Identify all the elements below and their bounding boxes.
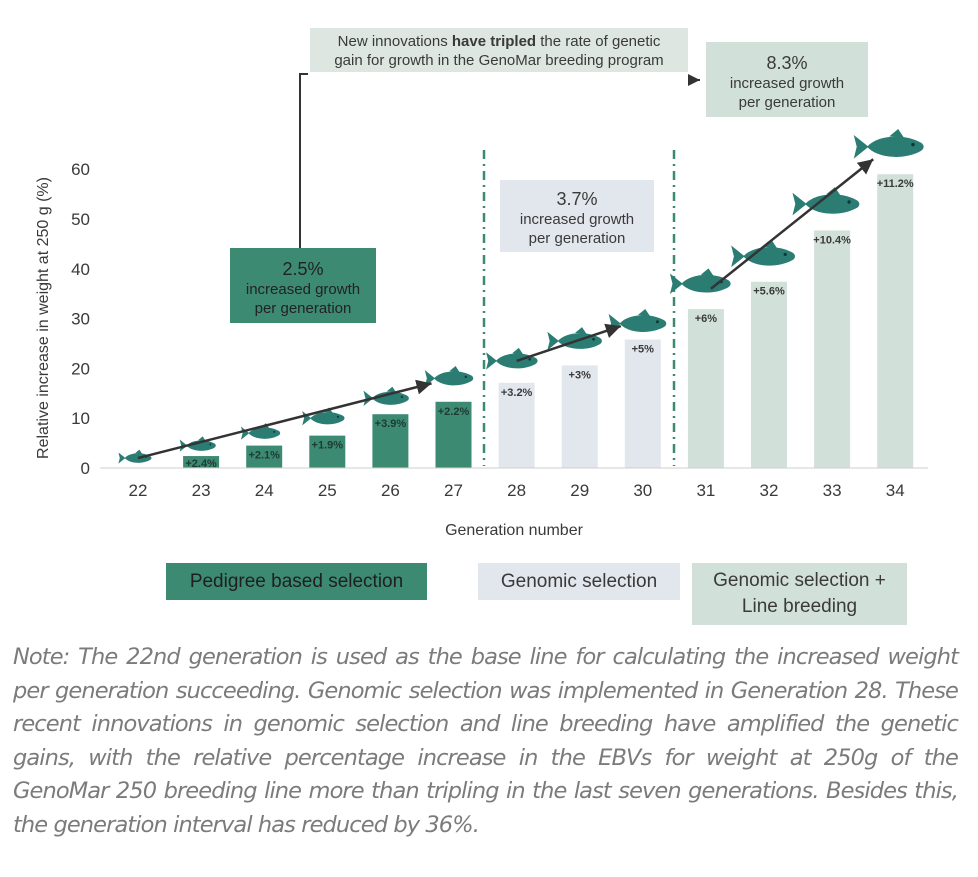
bar [751,281,787,468]
x-tick-label: 34 [886,481,905,500]
legend-pedigree: Pedigree based selection [166,563,427,600]
x-tick-label: 33 [823,481,842,500]
line-breeding-growth-line1: increased growth [729,75,845,92]
fish-icon [608,308,667,334]
x-tick-label: 25 [318,481,337,500]
data-label: +3.2% [501,387,533,399]
bar [687,309,724,468]
pedigree-growth-box: 2.5% increased growth per generation [230,248,376,323]
genomic-growth-box: 3.7% increased growth per generation [500,180,654,252]
fish-icon [853,129,924,159]
data-label: +2.2% [438,406,470,418]
fish-icon [792,187,860,216]
pedigree-growth-value: 2.5% [282,259,324,279]
bar [561,365,598,468]
x-tick-label: 23 [192,481,211,500]
x-tick-label: 24 [255,481,274,500]
trend-arrow [137,379,432,460]
genomic-growth-line1: increased growth [519,211,635,228]
bar [246,445,283,468]
x-tick-label: 31 [696,481,715,500]
line-breeding-growth-line2: per generation [738,94,836,111]
data-label: +1.9% [312,440,344,452]
data-label: +3.9% [375,418,407,430]
x-axis-label: Generation number [445,522,584,539]
trend-arrow [516,323,622,363]
data-label: +6% [695,313,718,325]
legend-line-breeding: Genomic selection + Line breeding [692,563,907,625]
top-annotation: New innovations have tripled the rate of… [310,28,688,72]
x-tick-label: 32 [760,481,779,500]
bar [372,414,409,468]
x-tick-label: 30 [633,481,652,500]
y-tick-label: 0 [81,459,90,478]
y-tick-label: 20 [71,359,90,378]
fish-icon [424,366,474,387]
y-tick-label: 30 [71,310,90,329]
pedigree-growth-line2: per generation [254,300,352,317]
fish-icon [486,347,538,370]
bar [309,435,346,468]
annotation-connector [299,73,308,248]
bar [877,174,914,468]
x-tick-label: 26 [381,481,400,500]
genomic-growth-line2: per generation [528,230,626,247]
data-label: +5.6% [753,286,785,298]
data-label: +3% [569,369,592,381]
fish-icon [731,240,795,268]
data-label: +10.4% [813,234,851,246]
y-tick-label: 60 [71,160,90,179]
x-tick-label: 29 [570,481,589,500]
trend-arrow [710,158,874,290]
y-tick-label: 40 [71,260,90,279]
x-tick-label: 27 [444,481,463,500]
bar [183,456,220,468]
data-label: +5% [632,344,655,356]
bar [624,339,661,468]
bar [498,382,535,468]
x-tick-label: 22 [129,481,148,500]
data-label: +2.1% [248,450,280,462]
y-tick-label: 50 [71,210,90,229]
y-tick-label: 10 [71,409,90,428]
line-breeding-growth-box: 8.3% increased growth per generation [706,42,868,117]
bar [435,401,472,468]
pedigree-growth-line1: increased growth [245,281,361,298]
line-breeding-growth-value: 8.3% [766,53,808,73]
x-tick-label: 28 [507,481,526,500]
data-label: +11.2% [877,178,914,190]
legend-genomic: Genomic selection [478,563,680,600]
genomic-growth-value: 3.7% [556,189,598,209]
footnote: Note: The 22nd generation is used as the… [13,644,959,838]
data-label: +2.4% [185,458,217,470]
bar [814,230,851,468]
y-axis-label: Relative increase in weight at 250 g (%) [35,177,52,459]
